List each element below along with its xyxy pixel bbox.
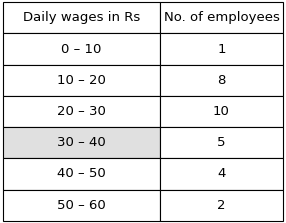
Text: 2: 2 [217,199,226,212]
Bar [3,33,160,65]
Bar [3,65,160,96]
Text: 1: 1 [217,43,226,56]
Text: 0 – 10: 0 – 10 [61,43,102,56]
Bar [160,158,283,190]
Text: No. of employees: No. of employees [164,11,279,24]
Text: 20 – 30: 20 – 30 [57,105,106,118]
Bar [3,127,160,158]
Bar [160,65,283,96]
Bar [160,96,283,127]
Bar [160,2,283,33]
Text: 40 – 50: 40 – 50 [57,167,106,180]
Bar [160,190,283,221]
Text: 4: 4 [217,167,226,180]
Text: 5: 5 [217,136,226,149]
Text: 10 – 20: 10 – 20 [57,74,106,87]
Text: 50 – 60: 50 – 60 [57,199,106,212]
Bar [3,96,160,127]
Text: 8: 8 [217,74,226,87]
Bar [160,127,283,158]
Bar [160,33,283,65]
Bar [3,190,160,221]
Bar [3,2,160,33]
Bar [3,158,160,190]
Text: 10: 10 [213,105,230,118]
Text: 30 – 40: 30 – 40 [57,136,106,149]
Text: Daily wages in Rs: Daily wages in Rs [23,11,140,24]
